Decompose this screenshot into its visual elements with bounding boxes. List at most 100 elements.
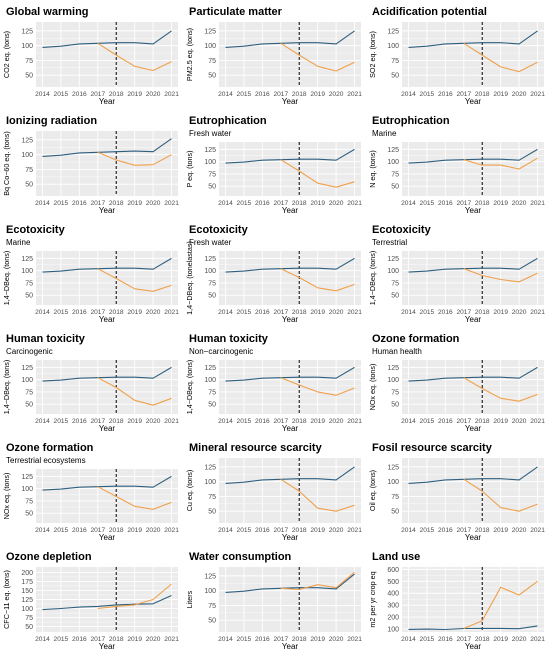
x-tick-label: 2021 [347,91,362,98]
chart-title: Ecotoxicity [189,224,249,236]
x-tick-label: 2015 [54,418,69,425]
x-tick-label: 2020 [329,309,344,316]
x-tick-label: 2018 [109,200,124,207]
y-tick-label: 100 [21,268,33,275]
y-axis-label: Bq Co−60 eq. (tons) [2,131,11,196]
y-tick-label: 75 [391,171,399,178]
x-tick-label: 2019 [493,200,508,207]
y-tick-label: 75 [25,498,33,505]
y-axis-label: 1,4−DBeq. (tonelastas) [185,241,194,315]
chart-panel: Ozone formation Terrestrial ecosystems 50 7… [0,436,183,550]
y-tick-label: 200 [21,570,33,577]
x-tick-label: 2019 [127,636,142,643]
chart-panel: Particulate matter 50 75 100 125 2014 2015 2016… [183,0,366,114]
x-tick-label: 2016 [72,91,87,98]
scenario-series-line [97,377,172,406]
plot-background [36,469,178,523]
y-tick-label: 50 [391,509,399,516]
plot-background [219,22,361,87]
x-tick-label: 2014 [35,636,50,643]
x-tick-label: 2021 [164,636,179,643]
line-chart: Human toxicity Non−carcinogenic 50 75 100 125… [185,333,362,433]
chart-title: Human toxicity [189,333,269,345]
y-tick-label: 125 [387,365,399,372]
x-tick-label: 2016 [255,527,270,534]
line-chart: Ozone depletion 50 75 100 125 150 175 200 2014 20… [2,551,179,651]
scenario-series-line [280,268,355,292]
y-tick-label: 125 [21,597,33,604]
x-tick-label: 2015 [54,636,69,643]
x-axis-label: Year [282,533,299,542]
x-axis-label: Year [282,315,299,324]
y-tick-label: 125 [204,464,216,471]
y-tick-label: 125 [204,573,216,580]
x-tick-label: 2015 [54,91,69,98]
x-tick-label: 2021 [164,418,179,425]
scenario-series-line [463,268,538,283]
scenario-series-line [280,571,355,591]
x-tick-label: 2015 [237,91,252,98]
x-tick-label: 2018 [475,418,490,425]
y-axis-label: 1,4−DBeq. (tons) [2,360,11,415]
x-tick-label: 2019 [127,309,142,316]
chart-title: Ecotoxicity [6,224,66,236]
x-tick-label: 2021 [530,418,545,425]
x-axis-label: Year [99,642,116,651]
y-tick-label: 125 [21,365,33,372]
chart-panel: Eutrophication Fresh water 50 75 100 125 2014 2… [183,109,366,223]
x-tick-label: 2015 [420,200,435,207]
x-tick-label: 2020 [329,527,344,534]
x-tick-label: 2021 [530,309,545,316]
baseline-series-line [225,466,355,484]
x-tick-label: 2014 [35,200,50,207]
y-tick-label: 50 [25,73,33,80]
y-tick-label: 125 [387,147,399,154]
y-tick-label: 50 [25,402,33,409]
y-tick-label: 50 [208,184,216,191]
y-tick-label: 50 [208,618,216,625]
y-tick-label: 125 [204,365,216,372]
x-axis-label: Year [465,97,482,106]
x-tick-label: 2016 [438,418,453,425]
x-tick-label: 2018 [475,309,490,316]
line-chart: Particulate matter 50 75 100 125 2014 2015 2016… [185,6,362,106]
y-tick-label: 100 [21,606,33,613]
x-tick-label: 2017 [456,418,471,425]
x-tick-label: 2019 [310,527,325,534]
y-tick-label: 125 [387,256,399,263]
line-chart: Acidification potential 50 75 100 125 2014 201… [368,6,545,106]
x-tick-label: 2017 [456,527,471,534]
plot-background [402,251,544,305]
y-tick-label: 75 [25,615,33,622]
scenario-series-line [97,486,172,510]
chart-panel: Ozone depletion 50 75 100 125 150 175 200 2014 20… [0,545,183,659]
chart-title: Human toxicity [6,333,86,345]
x-tick-label: 2014 [401,200,416,207]
chart-panel: Ecotoxicity Fresh water 50 75 100 125 2014 2015… [183,218,366,332]
scenario-series-line [280,42,355,72]
chart-subtitle: Marine [372,129,397,138]
line-chart: Ionizing radiation 50 75 100 125 2014 2015 2016… [2,115,179,215]
y-tick-label: 50 [25,182,33,189]
x-tick-label: 2021 [530,91,545,98]
x-axis-label: Year [282,206,299,215]
x-tick-label: 2014 [218,91,233,98]
x-tick-label: 2020 [512,91,527,98]
y-axis-label: 1,4−DBeq. (tons) [2,251,11,306]
plot-background [219,142,361,196]
y-axis-label: CFC−11 eq. (tons) [2,570,11,629]
x-tick-label: 2018 [109,527,124,534]
x-tick-label: 2015 [237,418,252,425]
x-tick-label: 2020 [146,200,161,207]
chart-panel: Human toxicity Carcinogenic 50 75 100 125 2014… [0,327,183,441]
y-tick-label: 50 [208,73,216,80]
x-tick-label: 2019 [310,418,325,425]
x-tick-label: 2017 [456,91,471,98]
x-tick-label: 2017 [273,200,288,207]
plot-background [219,251,361,305]
x-tick-label: 2014 [401,91,416,98]
